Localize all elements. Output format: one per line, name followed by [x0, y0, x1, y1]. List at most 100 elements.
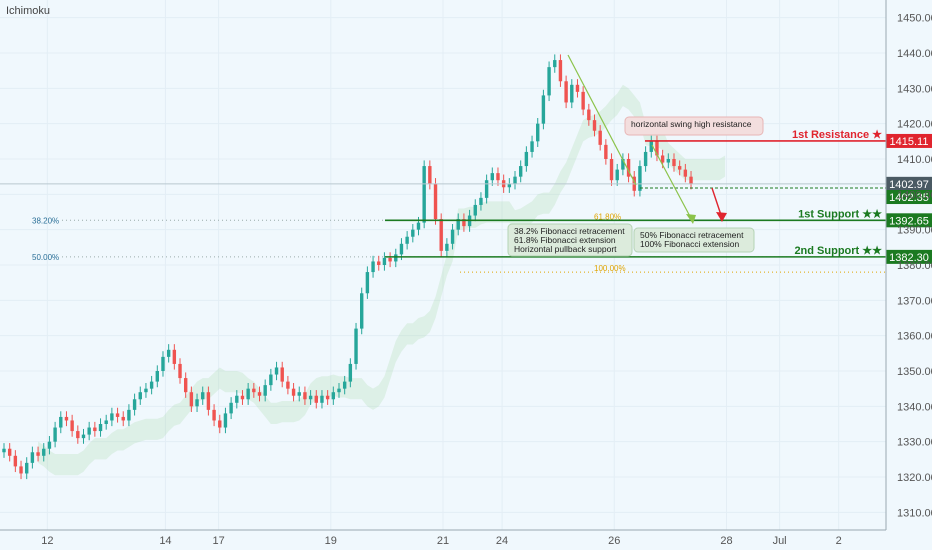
candle-body [598, 130, 602, 145]
candle-body [649, 141, 653, 152]
candle-body [70, 420, 74, 432]
candle-body [229, 402, 233, 414]
candle-body [581, 91, 585, 110]
candle-body [564, 81, 568, 103]
annotation-box [624, 116, 764, 136]
current-price-text: 1402.97 [889, 179, 929, 191]
y-tick-label: 1340.00 [897, 401, 932, 413]
candle-body [314, 395, 318, 403]
candle-body [342, 381, 347, 389]
candle-body [132, 399, 137, 410]
candle-body [263, 385, 267, 396]
annotation-line: horizontal swing high resistance [631, 119, 752, 129]
candle-body [553, 60, 557, 68]
candle-body [496, 173, 500, 181]
price-badge [886, 249, 932, 264]
candle-body [677, 166, 682, 170]
price-levels: 1st Resistance ★ 1415.11 1st Support ★★ 139… [0, 129, 932, 264]
candle-body [473, 204, 477, 216]
candle-body [13, 455, 18, 467]
candle-body [53, 427, 57, 442]
candle-body [348, 363, 353, 382]
level-name: 1st Resistance ★ [792, 129, 882, 141]
candle-body [246, 388, 250, 400]
candle-body [388, 257, 392, 262]
x-tick-label: 26 [608, 535, 620, 547]
candle-body [64, 416, 69, 421]
candle-body [166, 349, 171, 357]
candle-body [365, 272, 370, 294]
candle-body [189, 392, 194, 407]
candle-body [93, 427, 97, 432]
candle-body [206, 392, 211, 410]
candle-body [462, 219, 466, 227]
candle-body [587, 109, 591, 121]
candle-body [252, 388, 256, 393]
candle-body [172, 349, 177, 364]
annotation-line: 38.2% Fibonacci retracement [514, 226, 625, 236]
candle-body [382, 257, 387, 265]
x-tick-label: 14 [159, 535, 171, 547]
candle-body [626, 159, 631, 177]
y-tick-label: 1410.00 [897, 154, 932, 166]
candle-body [541, 95, 546, 124]
candle-body [121, 416, 125, 421]
y-tick-label: 1350.00 [897, 366, 932, 378]
candle-body [98, 424, 103, 432]
y-tick-label: 1400.00 [897, 189, 932, 201]
candle-body [104, 420, 108, 424]
candle-body [536, 123, 540, 142]
fib-ext-label: 61.80% [594, 212, 621, 221]
candle-body [110, 413, 114, 421]
current-price-badge [886, 176, 932, 191]
candle-body [530, 141, 534, 152]
candle-body [337, 388, 341, 393]
y-tick-label: 1320.00 [897, 472, 932, 484]
x-tick-label: 24 [496, 535, 508, 547]
annotations: horizontal swing high resistance 38.2% Fi… [507, 54, 764, 257]
candle-body [47, 441, 52, 449]
candle-body [660, 155, 665, 163]
candle-body [2, 448, 6, 453]
candle-body [280, 367, 284, 382]
candle-body [655, 141, 659, 156]
x-tick-label: Jul [773, 535, 787, 547]
candle-body [240, 395, 245, 400]
price-badge-text: 1382.30 [889, 252, 929, 264]
candle-body [144, 388, 148, 393]
candle-body [19, 466, 23, 474]
candle-body [621, 159, 625, 170]
candle-body [303, 392, 307, 400]
candle-body [149, 381, 154, 389]
chart-grid [0, 0, 886, 530]
fib-label: 38.20% [32, 216, 59, 225]
level-name: 1st Support ★★ [798, 208, 882, 220]
price-badge [886, 213, 932, 228]
candle-body [445, 243, 449, 251]
candle-body [428, 166, 432, 184]
candle-body [609, 159, 614, 181]
candle-body [274, 367, 279, 375]
y-axis: 1310.00 1320.00 1330.00 1340.00 1350.00 1360.… [885, 0, 932, 530]
candle-body [269, 374, 273, 386]
candle-body [87, 427, 91, 435]
candle-body [212, 409, 216, 421]
annotation-line: 61.8% Fibonacci extension [514, 235, 616, 245]
fib-ext-label: 100.00% [594, 264, 626, 273]
pullback-arrow-2 [651, 144, 694, 223]
annotation-line: 50% Fibonacci retracement [640, 230, 744, 240]
candle-body [30, 452, 35, 463]
candle-body [308, 395, 313, 400]
pullback-arrow-1 [567, 54, 637, 186]
y-tick-label: 1330.00 [897, 437, 932, 449]
candle-body [558, 60, 563, 82]
x-tick-label: 2 [836, 535, 842, 547]
candle-body [291, 388, 296, 396]
candle-body [405, 236, 409, 244]
x-tick-label: 17 [212, 535, 224, 547]
candle-body [183, 378, 188, 393]
price-badge [886, 133, 932, 148]
x-tick-label: 19 [325, 535, 337, 547]
